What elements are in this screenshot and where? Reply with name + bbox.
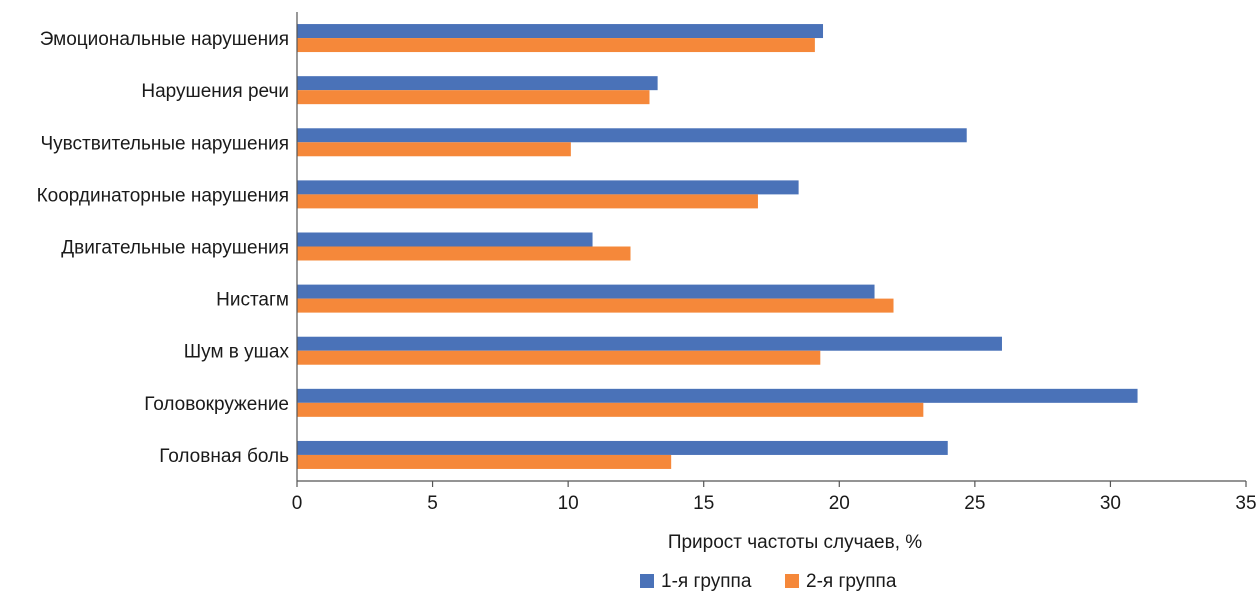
bar-series-2	[297, 90, 650, 105]
bar-series-1	[297, 232, 593, 247]
bar-series-2	[297, 454, 672, 469]
x-tick-label: 10	[558, 493, 579, 514]
x-tick-label: 35	[1235, 493, 1256, 514]
category-label: Двигательные нарушения	[61, 238, 289, 259]
bar-series-2	[297, 246, 631, 261]
bar-series-1	[297, 440, 948, 455]
x-axis-ticks: 0 5 10 15 20 25 30 35	[292, 481, 1257, 514]
legend: 1-я группа 2-я группа	[640, 571, 897, 592]
bar-series-2	[297, 350, 821, 365]
bar-series-2	[297, 38, 815, 53]
category-label: Головная боль	[159, 446, 289, 467]
bar-series-1	[297, 284, 875, 299]
category-label: Координаторные нарушения	[37, 185, 289, 206]
x-tick-label: 5	[427, 493, 438, 514]
bar-series-2	[297, 298, 894, 313]
category-label: Нарушения речи	[141, 81, 289, 102]
x-axis-title: Прирост частоты случаев, %	[668, 532, 922, 553]
legend-swatch-series-2	[785, 574, 799, 588]
category-label: Головокружение	[144, 394, 289, 415]
x-tick-label: 25	[964, 493, 985, 514]
bar-series-1	[297, 24, 824, 39]
bar-series-2	[297, 194, 758, 209]
bar-series-1	[297, 128, 967, 143]
bars-layer	[297, 24, 1138, 469]
category-label: Нистагм	[216, 290, 289, 311]
bar-series-1	[297, 76, 658, 91]
legend-label-series-1: 1-я группа	[661, 571, 752, 592]
bar-series-1	[297, 180, 799, 195]
bar-series-2	[297, 142, 571, 157]
legend-label-series-2: 2-я группа	[806, 571, 897, 592]
x-tick-label: 15	[693, 493, 714, 514]
legend-swatch-series-1	[640, 574, 654, 588]
category-label: Шум в ушах	[184, 342, 290, 363]
category-labels: Эмоциональные нарушения Нарушения речи Чув…	[37, 29, 290, 467]
x-tick-label: 0	[292, 493, 303, 514]
x-tick-label: 30	[1100, 493, 1121, 514]
x-tick-label: 20	[829, 493, 850, 514]
category-label: Эмоциональные нарушения	[40, 29, 289, 50]
category-label: Чувствительные нарушения	[41, 133, 289, 154]
bar-series-2	[297, 402, 924, 417]
bar-series-1	[297, 388, 1138, 403]
bar-series-1	[297, 336, 1002, 351]
